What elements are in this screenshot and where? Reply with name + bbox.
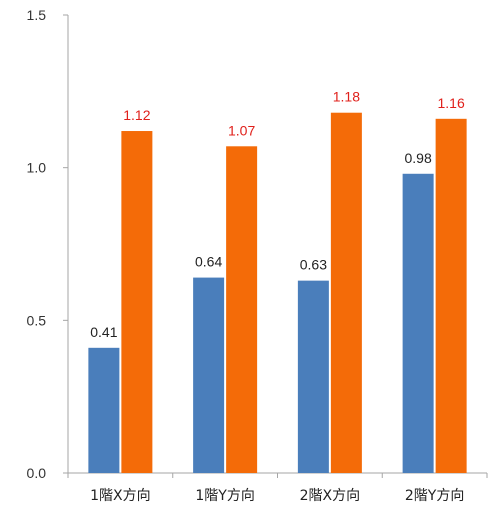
data-label: 1.18 <box>333 89 360 105</box>
data-label: 0.64 <box>195 254 222 270</box>
category-labels: 1階X方向 1階Y方向 2階X方向 2階Y方向 <box>90 488 464 504</box>
bar <box>121 131 153 473</box>
bar <box>435 118 467 474</box>
bar <box>193 277 225 473</box>
data-label: 1.12 <box>123 107 150 123</box>
category-label: 1階Y方向 <box>195 488 254 504</box>
y-tick-label: 1.5 <box>27 7 47 23</box>
bar <box>88 347 120 473</box>
y-axis-ticks: 0.0 0.5 1.0 1.5 <box>27 7 68 481</box>
bar <box>330 112 362 473</box>
bars <box>88 112 467 474</box>
data-label: 1.16 <box>438 95 465 111</box>
bar <box>226 146 258 473</box>
category-label: 2階X方向 <box>300 488 361 504</box>
data-label: 0.41 <box>90 324 117 340</box>
y-tick-label: 0.0 <box>27 465 47 481</box>
y-tick-label: 1.0 <box>27 160 47 176</box>
data-labels: 0.41 1.12 0.64 1.07 0.63 1.18 0.98 1.16 <box>90 89 465 340</box>
category-label: 1階X方向 <box>90 488 151 504</box>
category-label: 2階Y方向 <box>405 488 464 504</box>
bar <box>402 173 434 474</box>
y-tick-label: 0.5 <box>27 312 47 328</box>
data-label: 1.07 <box>228 122 255 138</box>
data-label: 0.98 <box>405 150 432 166</box>
bar <box>297 280 329 473</box>
data-label: 0.63 <box>300 257 327 273</box>
